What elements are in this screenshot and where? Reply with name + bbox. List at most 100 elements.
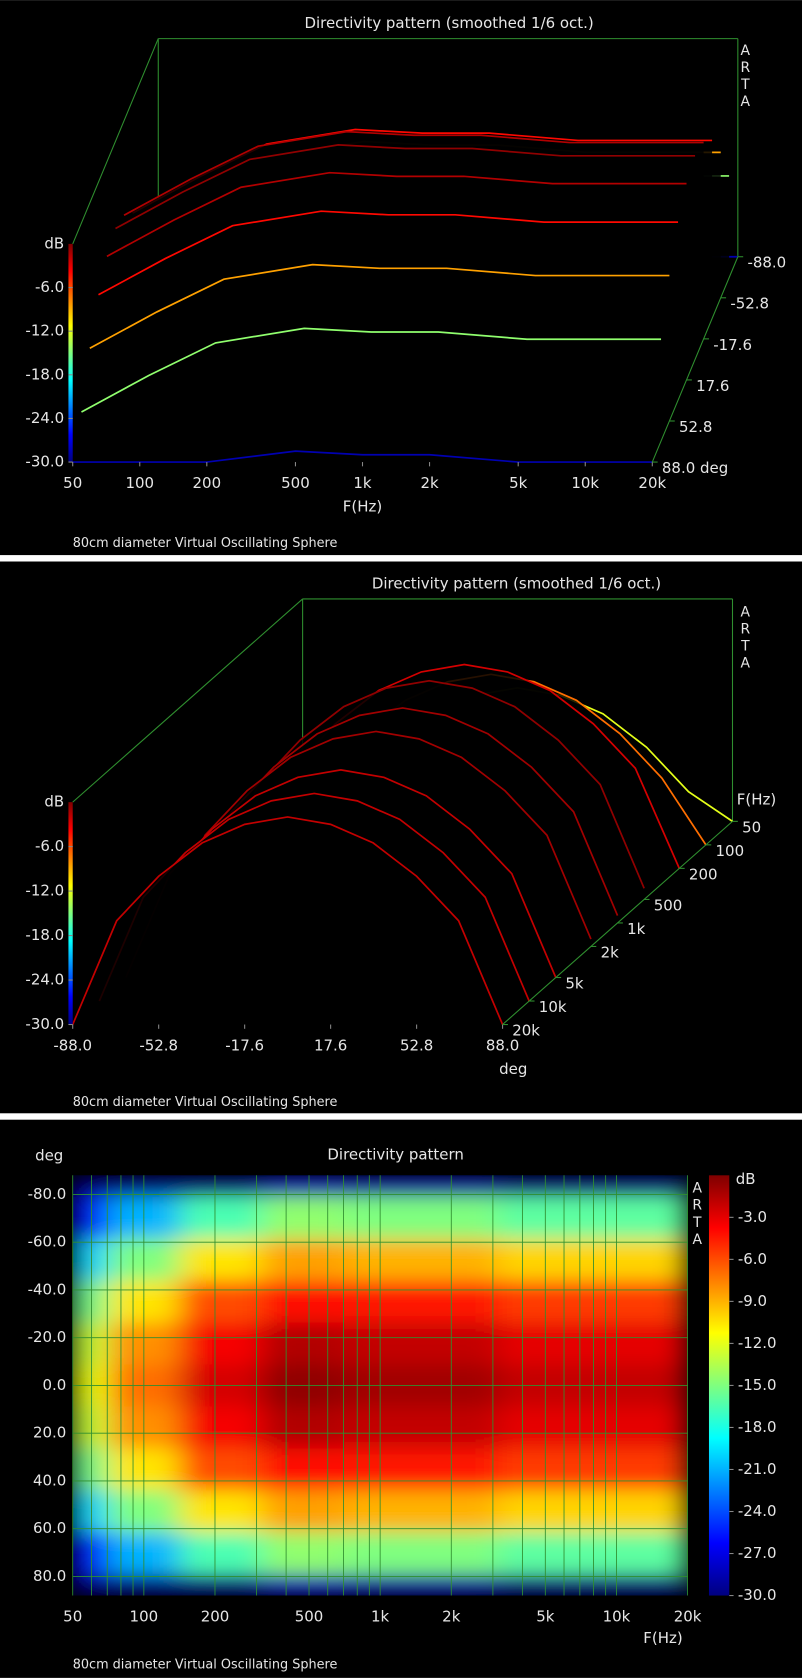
heat-cell: [415, 1322, 499, 1365]
z-tick-label: -18.0: [25, 365, 64, 383]
colorbar-tick-label: -9.0: [738, 1292, 767, 1310]
heat-cell: [415, 1532, 499, 1575]
heat-cell: [652, 1406, 688, 1449]
y-tick-label: -80.0: [28, 1185, 67, 1203]
heat-cell: [498, 1532, 582, 1575]
chart-title: Directivity pattern: [327, 1145, 463, 1163]
heat-cell: [72, 1532, 109, 1575]
heat-cell: [498, 1574, 582, 1596]
heat-cell: [261, 1532, 346, 1575]
heat-cell: [652, 1448, 688, 1491]
z-tick-label: -12.0: [25, 322, 64, 340]
surface-fill: [72, 816, 503, 1025]
surface-line: [98, 210, 679, 296]
footnote: 80cm diameter Virtual Oscillating Sphere: [73, 536, 338, 551]
colorbar-tick-label: -15.0: [738, 1376, 777, 1394]
depth-tick-label: -88.0: [747, 254, 786, 272]
footnote: 80cm diameter Virtual Oscillating Sphere: [73, 1095, 338, 1110]
heat-cell: [415, 1490, 499, 1533]
z-tick-label: -6.0: [35, 278, 64, 296]
heat-cell: [179, 1448, 263, 1491]
z-tick-label: -24.0: [25, 971, 64, 989]
heat-cell: [72, 1574, 109, 1596]
y-tick-label: 0.0: [42, 1376, 66, 1394]
z-tick-label: -12.0: [25, 882, 64, 900]
depth-axis-label: F(Hz): [737, 790, 776, 808]
watermark: ARTA: [689, 1181, 705, 1249]
heat-cell: [652, 1196, 688, 1240]
heat-cell: [179, 1532, 263, 1575]
x-tick-label: 10k: [603, 1607, 631, 1625]
heat-cell: [179, 1238, 263, 1282]
surface-line: [213, 679, 645, 889]
depth-tick-label: 100: [716, 842, 745, 860]
x-tick-label: 88.0: [486, 1036, 519, 1054]
depth-tick-label: 20k: [512, 1021, 540, 1039]
x-tick-label: 200: [193, 474, 222, 492]
heat-cell: [652, 1574, 688, 1596]
colorbar-tick-label: -30.0: [738, 1586, 777, 1604]
heat-cell: [652, 1532, 688, 1575]
heat-cell: [498, 1196, 582, 1240]
x-tick-label: -88.0: [53, 1036, 92, 1054]
heat-cell: [652, 1175, 688, 1198]
x-axis-label: F(Hz): [343, 497, 382, 515]
colorbar-tick-label: -6.0: [738, 1250, 767, 1268]
frame-edge: [72, 598, 303, 803]
heat-cell: [179, 1280, 263, 1324]
surface-line: [160, 730, 592, 940]
surface-line: [115, 144, 696, 230]
heat-cell: [415, 1175, 499, 1198]
x-tick-label: 5k: [509, 474, 528, 492]
y-tick-label: 60.0: [33, 1519, 66, 1537]
z-tick-label: -6.0: [35, 837, 64, 855]
heat-cell: [415, 1448, 499, 1491]
heat-cell: [498, 1238, 582, 1282]
watermark: ARTA: [737, 43, 753, 111]
heat-cell: [498, 1280, 582, 1324]
heat-cell: [261, 1175, 346, 1198]
x-tick-label: 500: [281, 474, 310, 492]
heat-cell: [179, 1196, 263, 1240]
colorbar-tick-label: -21.0: [738, 1460, 777, 1478]
colorbar-tick-label: -18.0: [738, 1418, 777, 1436]
z-tick-label: -24.0: [25, 409, 64, 427]
heat-cell: [498, 1175, 582, 1198]
y-axis-label: deg: [35, 1147, 63, 1165]
depth-axis: [651, 256, 739, 463]
heat-cell: [261, 1196, 346, 1240]
depth-tick-label: 52.8: [679, 418, 712, 436]
z-axis-label: dB: [44, 234, 64, 252]
x-tick-label: 2k: [420, 474, 439, 492]
surface-line: [81, 327, 662, 413]
surface-fill: [81, 328, 662, 442]
x-axis-label: deg: [499, 1060, 527, 1078]
colorbar-tick-label: -3.0: [738, 1208, 767, 1226]
heat-cell: [72, 1448, 109, 1491]
depth-tick-label: 10k: [539, 998, 567, 1016]
depth-tick-label: -52.8: [730, 295, 769, 313]
chart-title: Directivity pattern (smoothed 1/6 oct.): [372, 574, 661, 592]
chart-title: Directivity pattern (smoothed 1/6 oct.): [304, 14, 593, 32]
heat-cell: [72, 1196, 109, 1240]
surface-line: [71, 816, 504, 1025]
heat-cell: [72, 1490, 109, 1533]
colorbar-tick-label: -27.0: [738, 1544, 777, 1562]
depth-tick-label: 200: [689, 865, 718, 883]
heat-cell: [652, 1238, 688, 1282]
heat-cell: [415, 1238, 499, 1282]
heat-cell: [261, 1448, 346, 1491]
heat-cell: [179, 1406, 263, 1449]
x-tick-label: 100: [125, 474, 154, 492]
heat-cell: [261, 1238, 346, 1282]
heat-cell: [179, 1175, 263, 1198]
heat-cell: [498, 1322, 582, 1365]
z-tick-label: -30.0: [25, 1015, 64, 1033]
surface-line: [72, 450, 653, 463]
x-tick-label: 20k: [674, 1607, 702, 1625]
heat-cell: [415, 1196, 499, 1240]
watermark: ARTA: [737, 604, 753, 672]
x-tick-label: 500: [295, 1607, 324, 1625]
